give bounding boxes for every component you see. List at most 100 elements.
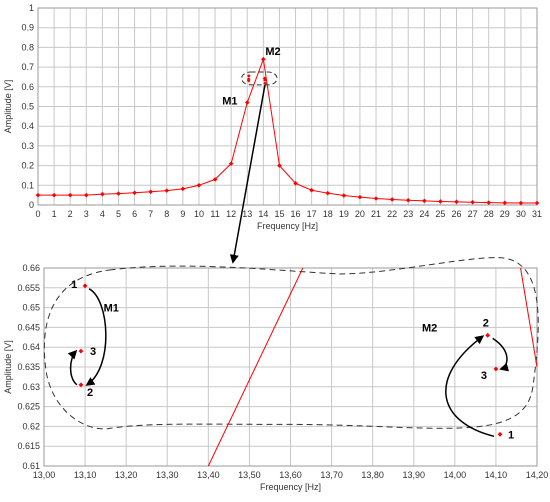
bottom-x-axis-title: Frequency [Hz] [260, 482, 321, 492]
top-y-tick-label: 0.3 [21, 141, 34, 151]
top-annotation-m1: M1 [222, 96, 237, 108]
top-x-tick-label: 13 [242, 209, 252, 219]
top-series-line [38, 57, 537, 204]
top-data-point [51, 192, 57, 198]
bottom-red-line [207, 267, 304, 467]
bottom-point-label: 3 [481, 370, 487, 382]
top-peak-marker [246, 77, 251, 81]
top-y-tick-label: 0.9 [21, 23, 34, 33]
top-x-tick-label: 10 [194, 209, 204, 219]
top-y-tick-label: 0.1 [21, 180, 34, 190]
top-x-tick-label: 24 [419, 209, 429, 219]
bottom-y-tick-label: 0.655 [17, 283, 40, 293]
top-annotation-m2: M2 [265, 46, 280, 58]
top-data-point [83, 192, 89, 198]
bottom-x-tick-label: 13,90 [402, 470, 425, 480]
top-data-point [180, 186, 186, 192]
bottom-data-point [82, 283, 88, 289]
top-x-tick-label: 16 [291, 209, 301, 219]
bottom-x-tick-label: 13,80 [361, 470, 384, 480]
top-x-tick-label: 21 [371, 209, 381, 219]
bottom-annotation-m1: M1 [104, 303, 119, 315]
top-x-axis-title: Frequency [Hz] [257, 221, 318, 231]
bottom-y-tick-label: 0.645 [17, 322, 40, 332]
top-x-tick-label: 9 [180, 209, 185, 219]
bottom-point-label: 3 [90, 346, 96, 358]
zoom-callout-overlay [229, 84, 266, 264]
top-data-point [309, 187, 314, 193]
bottom-y-tick-label: 0.62 [22, 421, 40, 431]
top-x-tick-label: 5 [116, 209, 121, 219]
top-x-tick-label: 28 [484, 209, 494, 219]
top-x-tick-label: 11 [210, 209, 219, 219]
bottom-annotation-m2: M2 [422, 322, 437, 334]
bottom-red-line [520, 267, 538, 368]
bottom-arrow-m2-2-to-3 [492, 337, 510, 372]
top-x-tick-label: 0 [35, 209, 40, 219]
top-x-tick-label: 7 [148, 209, 153, 219]
bottom-y-tick-label: 0.615 [17, 441, 40, 451]
top-data-point [357, 194, 363, 200]
top-x-tick-label: 15 [274, 209, 284, 219]
top-x-tick-label: 17 [307, 209, 317, 219]
top-data-point [100, 191, 105, 197]
top-x-tick-label: 6 [132, 209, 137, 219]
top-data-point [534, 200, 540, 206]
bottom-y-tick-label: 0.64 [22, 342, 40, 352]
bottom-point-label: 2 [483, 317, 489, 329]
top-x-tick-label: 14 [258, 209, 268, 219]
top-data-point [454, 199, 459, 205]
bottom-x-tick-label: 13,00 [33, 470, 56, 480]
top-x-tick-label: 22 [387, 209, 397, 219]
bottom-arrow-m1-2-to-3 [67, 349, 78, 386]
bottom-data-point [78, 382, 84, 388]
top-data-point [373, 196, 379, 201]
top-y-tick-label: 0.2 [21, 161, 34, 171]
bottom-y-tick-label: 0.625 [17, 402, 40, 412]
top-data-point [196, 183, 202, 188]
top-data-point [422, 198, 427, 204]
top-plot-frame [37, 7, 538, 206]
bottom-x-tick-label: 14,00 [444, 470, 467, 480]
bottom-y-tick-label: 0.63 [22, 382, 40, 392]
top-y-tick-label: 0.5 [21, 102, 34, 112]
top-data-point [35, 192, 41, 198]
top-x-tick-label: 26 [452, 209, 462, 219]
top-data-point [389, 197, 395, 202]
top-data-point [132, 190, 137, 196]
top-data-point [325, 190, 331, 196]
bottom-x-tick-label: 13,70 [320, 470, 343, 480]
top-data-point [502, 200, 508, 206]
top-x-tick-label: 23 [403, 209, 413, 219]
top-x-tick-label: 18 [323, 209, 333, 219]
top-x-tick-label: 27 [468, 209, 478, 219]
top-peak-marker [247, 74, 251, 78]
bottom-arrow-m2-1-to-2 [445, 335, 495, 438]
bottom-x-tick-label: 13,10 [74, 470, 97, 480]
top-data-point [67, 192, 73, 198]
bottom-data-point [78, 348, 84, 354]
bottom-x-tick-label: 13,40 [197, 470, 220, 480]
bottom-y-tick-label: 0.65 [22, 303, 40, 313]
top-x-tick-label: 30 [516, 209, 526, 219]
bottom-data-point [485, 332, 491, 338]
top-data-point [293, 181, 298, 186]
bottom-x-tick-label: 14,10 [485, 470, 508, 480]
top-data-point [212, 177, 218, 182]
bottom-y-tick-label: 0.66 [22, 263, 40, 273]
top-peak-marker [263, 78, 267, 82]
top-data-point [470, 199, 475, 205]
top-data-point [341, 193, 347, 198]
bottom-y-tick-label: 0.635 [17, 362, 40, 372]
top-data-point [164, 188, 170, 193]
top-zoom-region [241, 71, 278, 86]
top-y-tick-label: 0.7 [21, 62, 34, 72]
bottom-data-point [497, 431, 503, 437]
top-x-tick-label: 20 [355, 209, 365, 219]
top-x-tick-label: 4 [100, 209, 105, 219]
bottom-x-tick-label: 13,60 [279, 470, 302, 480]
bottom-data-point [493, 366, 499, 372]
top-data-point [277, 163, 282, 168]
bottom-point-label: 1 [508, 429, 514, 441]
bottom-point-label: 2 [87, 387, 93, 399]
